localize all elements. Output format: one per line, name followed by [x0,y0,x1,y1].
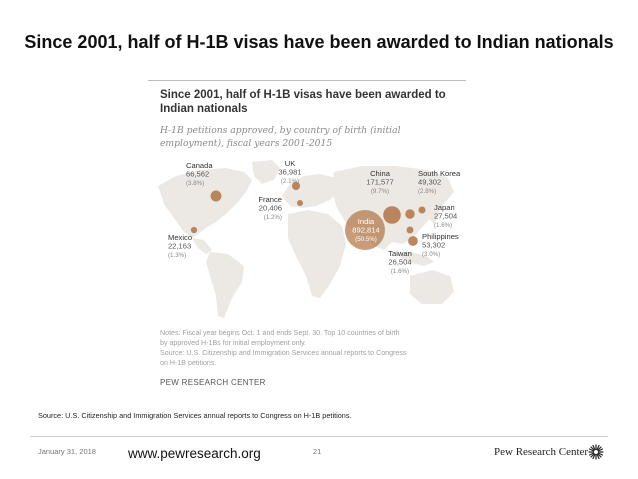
bubble-japan [418,206,426,214]
label-line: (9.7%) [371,188,389,195]
label-line: (1.6%) [434,222,452,229]
bubble-france [296,199,304,207]
notes-line: Source: U.S. Citizenship and Immigration… [160,349,407,357]
label-line: 22,163 [168,241,191,250]
label-line: Canada [186,161,213,170]
label-line: India [358,217,375,226]
label-line: 66,562 [186,169,209,178]
label-line: (2.1%) [281,178,299,185]
bubble-uk [291,181,301,191]
label-south-korea: South Korea 49,302 (2.8%) [418,169,461,195]
label-line: 36,981 [278,167,301,176]
label-japan: Japan 27,504 (1.6%) [434,203,457,229]
footer-brand: Pew Research Center [494,446,589,458]
label-line: France [258,195,282,204]
label-line: (3.8%) [186,180,204,187]
label-line: 20,406 [259,203,282,212]
label-line: Mexico [168,233,192,242]
label-line: Japan [434,203,455,212]
japan-shape [428,204,440,224]
label-line: 27,504 [434,211,457,220]
central-america-shape [192,238,212,254]
indonesia-shape [396,252,434,266]
bubble-south-korea [405,209,415,219]
pew-logo-icon [588,444,604,460]
slide-title: Since 2001, half of H-1B visas have been… [24,32,614,52]
label-line: (50.5%) [355,236,377,243]
label-line: China [370,169,391,178]
bubble-india [345,210,385,250]
label-line: 49,302 [418,177,441,186]
bubble-mexico [190,226,198,234]
label-line: (1.2%) [264,214,282,221]
label-india: India 892,814 (50.5%) [352,217,379,243]
label-layer: Canada 66,562 (3.8%) UK 36,981 (2.1%) France 20… [168,159,461,275]
slide-source: Source: U.S. Citizenship and Immigration… [38,411,352,420]
label-line: 892,814 [352,225,379,234]
label-line: UK [285,159,296,168]
label-line: Taiwan [388,249,412,258]
figure-brand: PEW RESEARCH CENTER [160,378,266,387]
label-line: South Korea [418,169,461,178]
figure-notes: Notes: Fiscal year begins Oct. 1 and end… [160,328,460,368]
label-taiwan: Taiwan 26,504 (1.6%) [388,249,412,275]
label-line: 26,504 [388,257,411,266]
notes-line: by approved H-1Bs for initial employment… [160,339,307,347]
bubble-philippines [408,236,418,246]
label-line: (2.8%) [418,188,436,195]
label-philippines: Philippines 53,302 (3.0%) [422,232,459,258]
figure-top-rule [148,80,466,81]
figure-subtitle: H-1B petitions approved, by country of b… [160,125,401,149]
label-line: (1.3%) [168,252,186,259]
bubble-layer [190,181,426,250]
bubble-canada [210,190,222,202]
notes-line: Notes: Fiscal year begins Oct. 1 and end… [160,329,400,337]
footer-date: January 31, 2018 [38,447,96,456]
map-figure: Since 2001, half of H-1B visas have been… [148,80,468,390]
north-america-shape [158,168,252,238]
label-canada: Canada 66,562 (3.8%) [186,161,213,187]
notes-line: on H-1B petitions. [160,359,217,367]
world-map: Canada 66,562 (3.8%) UK 36,981 (2.1%) France 20… [158,159,461,318]
footer-url[interactable]: www.pewresearch.org [128,446,261,461]
label-china: China 171,577 (9.7%) [366,169,393,195]
label-mexico: Mexico 22,163 (1.3%) [168,233,192,259]
greenland-shape [252,160,280,184]
label-line: 171,577 [366,177,393,186]
bubble-china [383,206,401,224]
australia-shape [410,270,454,304]
south-america-shape [206,252,244,318]
bubble-taiwan [406,226,414,234]
label-line: Philippines [422,232,459,241]
africa-shape [288,210,346,298]
page-number: 21 [313,447,322,456]
label-line: 53,302 [422,240,445,249]
footer-divider [30,436,608,437]
label-uk: UK 36,981 (2.1%) [278,159,301,185]
label-line: (3.0%) [422,251,440,258]
label-france: France 20,406 (1.2%) [258,195,282,221]
figure-title: Since 2001, half of H-1B visas have been… [160,89,446,115]
label-line: (1.6%) [391,268,409,275]
